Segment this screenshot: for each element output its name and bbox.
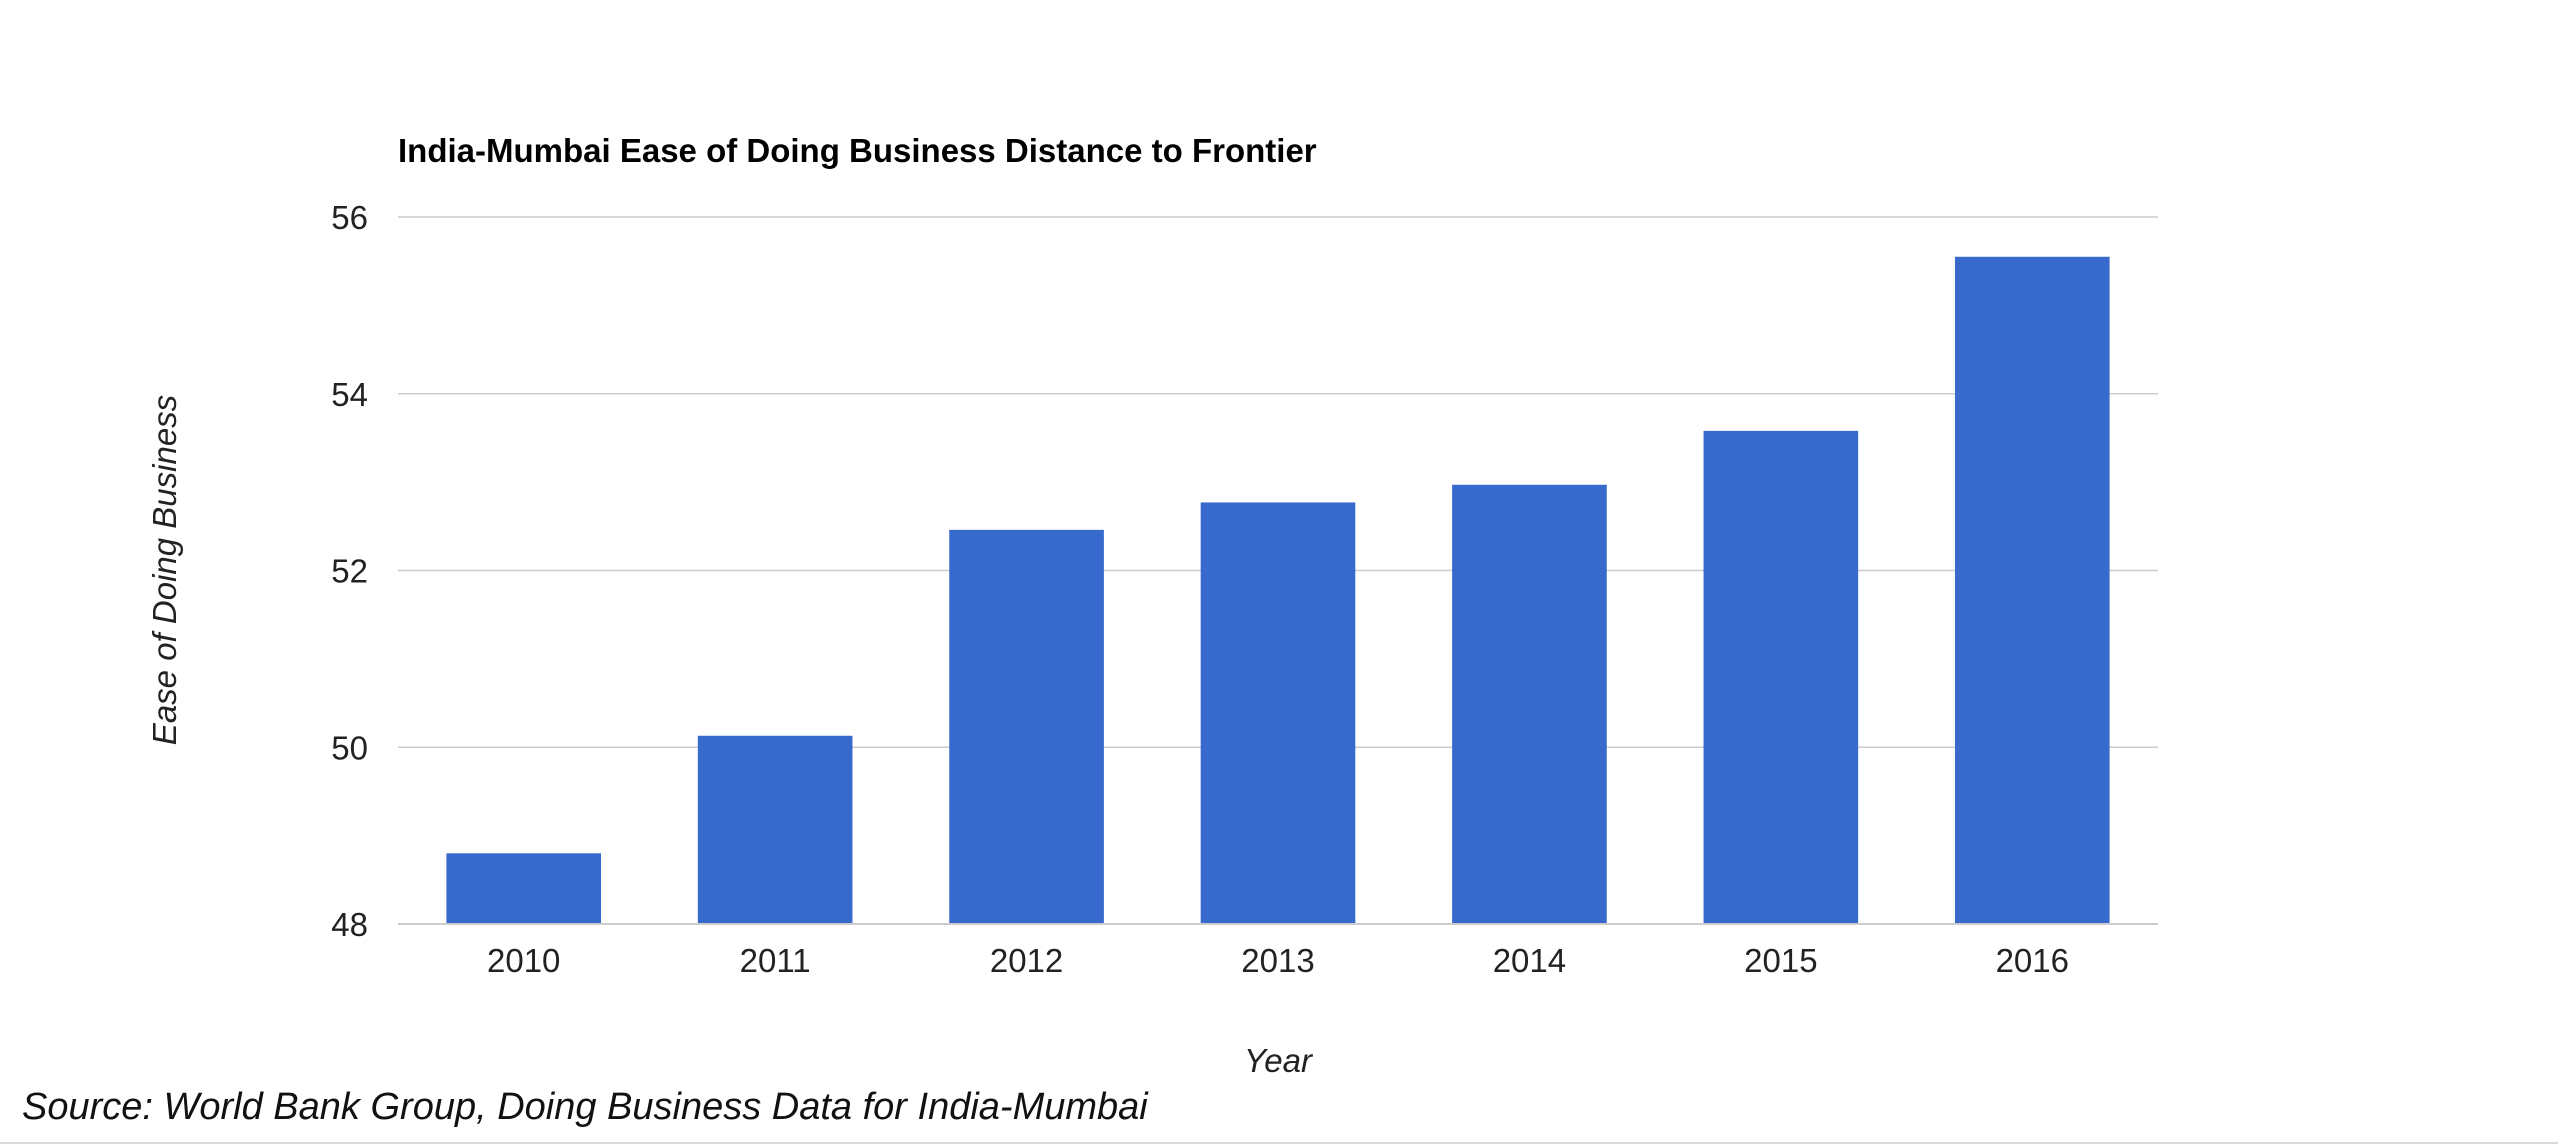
bar-2014 xyxy=(1452,484,1607,924)
chart-title: India-Mumbai Ease of Doing Business Dist… xyxy=(398,132,1317,169)
x-tick-label: 2014 xyxy=(1493,942,1566,979)
x-tick-label: 2012 xyxy=(990,942,1063,979)
bar-2010 xyxy=(446,853,602,924)
bar-2013 xyxy=(1200,502,1356,924)
y-axis-title: Ease of Doing Business xyxy=(146,395,183,745)
x-tick-label: 2010 xyxy=(487,942,560,979)
bottom-divider xyxy=(0,1142,2558,1144)
y-tick-label: 56 xyxy=(331,199,368,236)
source-note: Source: World Bank Group, Doing Business… xyxy=(22,1086,1148,1128)
bar-2016 xyxy=(1954,256,2110,924)
y-tick-label: 52 xyxy=(331,553,368,590)
bars xyxy=(398,256,2158,925)
y-tick-label: 50 xyxy=(331,729,368,766)
x-tick-label: 2011 xyxy=(740,942,811,979)
x-tick-label: 2015 xyxy=(1744,942,1817,979)
bar-2011 xyxy=(697,735,853,924)
x-axis-title: Year xyxy=(1244,1042,1314,1079)
y-tick-label: 54 xyxy=(331,376,368,413)
x-tick-label: 2013 xyxy=(1241,942,1314,979)
bar-2012 xyxy=(949,529,1104,924)
bar-2015 xyxy=(1703,430,1859,924)
x-axis-ticks: 2010 2011 2012 2013 2014 2015 2016 xyxy=(487,942,2069,979)
y-tick-label: 48 xyxy=(331,906,368,943)
y-axis-ticks: 48 50 52 54 56 xyxy=(331,199,368,943)
x-tick-label: 2016 xyxy=(1996,942,2069,979)
